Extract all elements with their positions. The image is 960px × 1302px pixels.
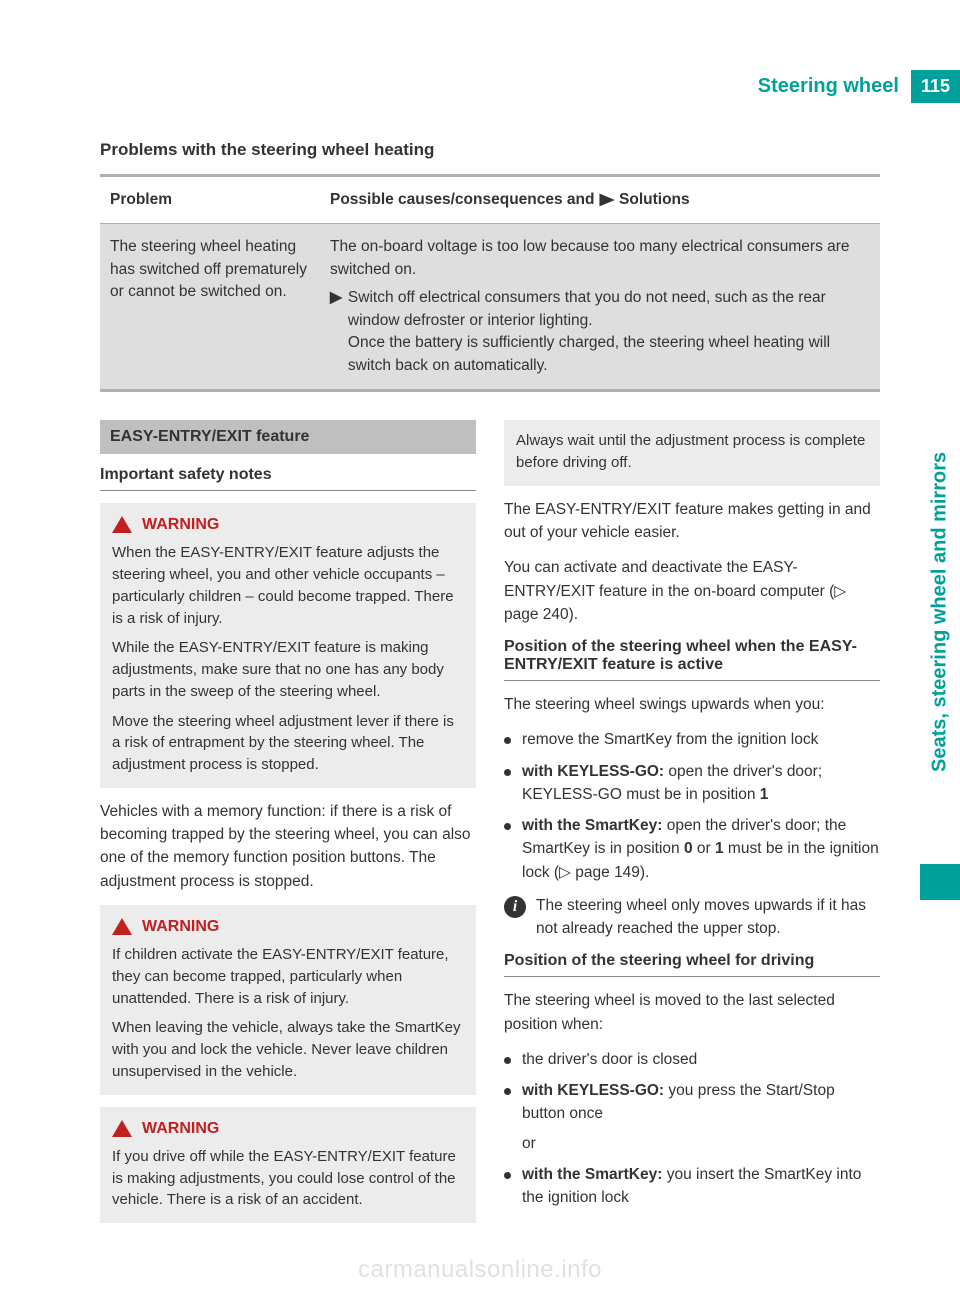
body-text: The steering wheel swings upwards when y… <box>504 693 880 716</box>
page-ref-icon: ▷ <box>559 864 571 881</box>
warning-triangle-icon <box>112 1120 132 1137</box>
warning-text: If you drive off while the EASY-ENTRY/EX… <box>112 1146 464 1211</box>
warning-triangle-icon <box>112 516 132 533</box>
list-item: with KEYLESS-GO: open the driver's door;… <box>504 760 880 807</box>
body-text: You can activate and deactivate the EASY… <box>504 556 880 626</box>
bold-frag: 0 <box>684 840 693 857</box>
left-column: EASY-ENTRY/EXIT feature Important safety… <box>100 420 476 1235</box>
bullet-list: the driver's door is closed with KEYLESS… <box>504 1048 880 1210</box>
info-text: The steering wheel only moves upwards if… <box>536 894 880 941</box>
list-item: with KEYLESS-GO: you press the Start/Sto… <box>504 1079 880 1155</box>
list-text: with the SmartKey: you insert the SmartK… <box>522 1163 880 1210</box>
safety-notes-heading: Important safety notes <box>100 466 476 491</box>
page-ref-icon: ▷ <box>834 583 846 600</box>
warning-text: When the EASY-ENTRY/EXIT feature adjusts… <box>112 542 464 629</box>
warning-head: WARNING <box>112 513 464 536</box>
bullet-icon <box>504 1048 514 1071</box>
warning-text: While the EASY-ENTRY/EXIT feature is mak… <box>112 637 464 702</box>
table-body-row: The steering wheel heating has switched … <box>100 224 880 389</box>
main-content: Problems with the steering wheel heating… <box>100 140 880 1235</box>
list-text: remove the SmartKey from the ignition lo… <box>522 728 818 751</box>
bold-frag: 1 <box>760 786 769 803</box>
cause-text: The on-board voltage is too low because … <box>330 236 870 281</box>
list-item: with the SmartKey: you insert the SmartK… <box>504 1163 880 1210</box>
subheading-driving: Position of the steering wheel for drivi… <box>504 952 880 977</box>
warning-text: Always wait until the adjustment process… <box>516 430 868 474</box>
warning-box-1: WARNING When the EASY-ENTRY/EXIT feature… <box>100 503 476 788</box>
bullet-icon <box>504 760 514 807</box>
bullet-icon <box>504 1163 514 1210</box>
bold-frag: with the SmartKey: <box>522 1166 662 1183</box>
solution-text: The on-board voltage is too low because … <box>320 224 880 389</box>
text-frag: You can activate and deactivate the EASY… <box>504 559 834 599</box>
warning-text: When leaving the vehicle, always take th… <box>112 1017 464 1082</box>
list-text: with KEYLESS-GO: you press the Start/Sto… <box>522 1079 880 1155</box>
or-text: or <box>522 1132 880 1155</box>
text-frag: page 149). <box>571 864 649 881</box>
col-solutions: Possible causes/consequences and ▶ Solut… <box>320 177 880 223</box>
feature-header: EASY-ENTRY/EXIT feature <box>100 420 476 454</box>
body-text: Vehicles with a memory function: if ther… <box>100 800 476 893</box>
warning-triangle-icon <box>112 918 132 935</box>
solution-line-1: Switch off electrical consumers that you… <box>348 289 826 328</box>
solution-line-2: Once the battery is sufficiently charged… <box>348 334 830 373</box>
warning-text: If children activate the EASY-ENTRY/EXIT… <box>112 944 464 1009</box>
bullet-icon <box>504 814 514 884</box>
text-frag: or <box>693 840 715 857</box>
bullet-icon <box>504 728 514 751</box>
solution-lines: Switch off electrical consumers that you… <box>348 287 870 377</box>
warning-head: WARNING <box>112 1117 464 1140</box>
col-sol-prefix: Possible causes/consequences and <box>330 191 599 208</box>
columns: EASY-ENTRY/EXIT feature Important safety… <box>100 420 880 1235</box>
table-head-row: Problem Possible causes/consequences and… <box>100 177 880 224</box>
list-text: with KEYLESS-GO: open the driver's door;… <box>522 760 880 807</box>
warning-box-2: WARNING If children activate the EASY-EN… <box>100 905 476 1095</box>
warning-label: WARNING <box>142 513 219 536</box>
body-text: The steering wheel is moved to the last … <box>504 989 880 1036</box>
warning-box-cont: Always wait until the adjustment process… <box>504 420 880 486</box>
list-item: the driver's door is closed <box>504 1048 880 1071</box>
col-sol-suffix: Solutions <box>615 191 690 208</box>
list-item: remove the SmartKey from the ignition lo… <box>504 728 880 751</box>
bullet-icon <box>504 1079 514 1155</box>
list-text: with the SmartKey: open the driver's doo… <box>522 814 880 884</box>
bold-frag: with KEYLESS-GO: <box>522 763 664 780</box>
bold-frag: with the SmartKey: <box>522 817 662 834</box>
problem-text: The steering wheel heating has switched … <box>100 224 320 389</box>
info-note: i The steering wheel only moves upwards … <box>504 894 880 941</box>
list-text: the driver's door is closed <box>522 1048 697 1071</box>
warning-box-3: WARNING If you drive off while the EASY-… <box>100 1107 476 1223</box>
text-frag: page 240). <box>504 606 578 623</box>
solutions-arrow-icon: ▶ <box>600 189 614 211</box>
bullet-list: remove the SmartKey from the ignition lo… <box>504 728 880 884</box>
bold-frag: 1 <box>715 840 724 857</box>
right-column: Always wait until the adjustment process… <box>504 420 880 1235</box>
warning-text: Move the steering wheel adjustment lever… <box>112 711 464 776</box>
problem-table: Problem Possible causes/consequences and… <box>100 174 880 392</box>
warning-head: WARNING <box>112 915 464 938</box>
subheading-active: Position of the steering wheel when the … <box>504 638 880 681</box>
col-problem: Problem <box>100 177 320 223</box>
info-icon: i <box>504 896 526 918</box>
solution-bullet: ▶ Switch off electrical consumers that y… <box>330 287 870 377</box>
warning-label: WARNING <box>142 1117 219 1140</box>
bullet-arrow-icon: ▶ <box>330 287 342 377</box>
list-item: with the SmartKey: open the driver's doo… <box>504 814 880 884</box>
section-title: Problems with the steering wheel heating <box>100 140 880 160</box>
warning-label: WARNING <box>142 915 219 938</box>
body-text: The EASY-ENTRY/EXIT feature makes gettin… <box>504 498 880 545</box>
bold-frag: with KEYLESS-GO: <box>522 1082 664 1099</box>
